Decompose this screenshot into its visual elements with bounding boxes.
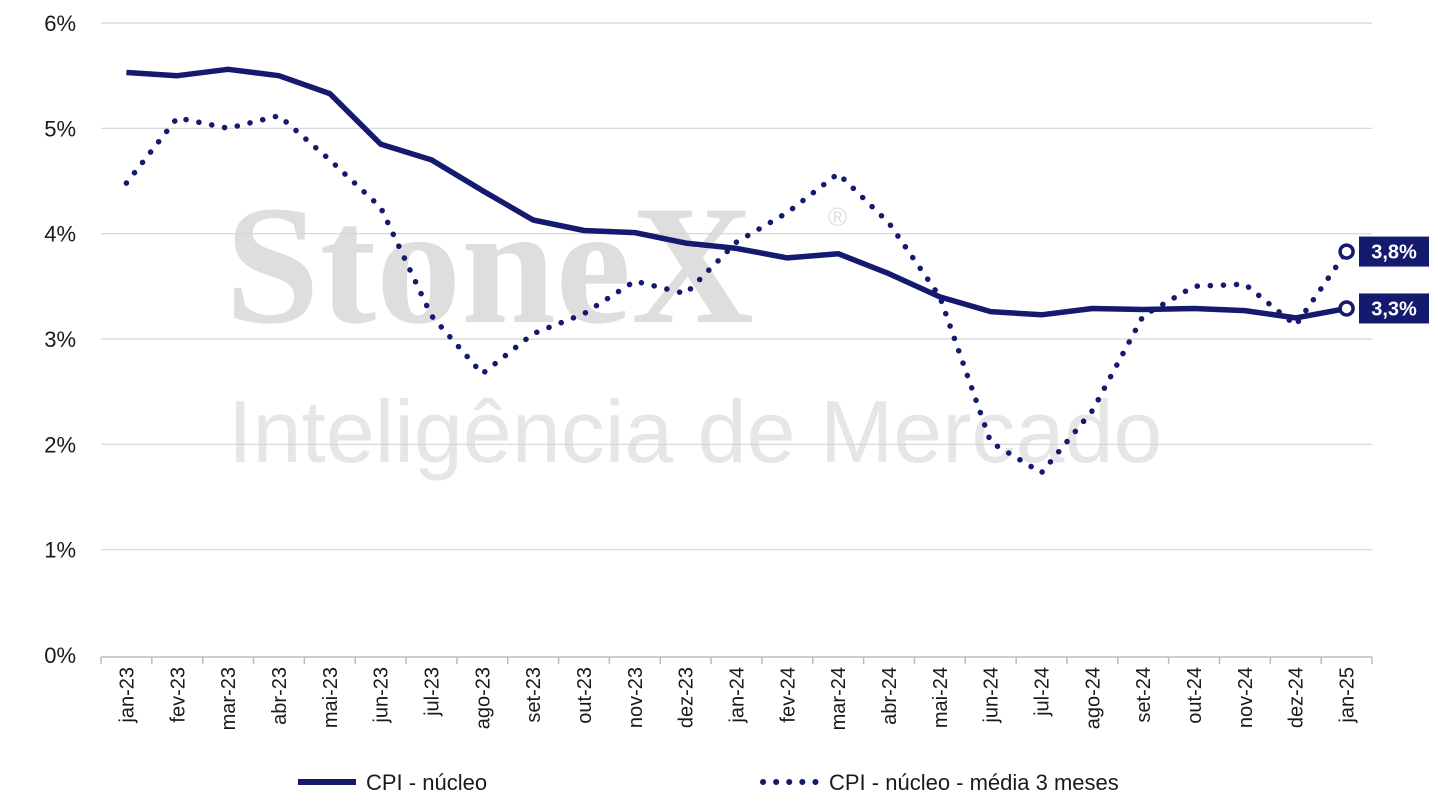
data-point [527, 214, 539, 226]
data-point [1188, 280, 1200, 292]
data-point [1239, 278, 1251, 290]
x-tick-label: jan-25 [1337, 667, 1359, 724]
x-tick-label: mar-24 [828, 667, 850, 730]
data-point [324, 154, 336, 166]
data-point [680, 288, 692, 300]
data-point [1036, 467, 1048, 479]
y-tick-label: 6% [44, 11, 76, 36]
data-point [985, 306, 997, 318]
data-point [1239, 305, 1251, 317]
y-axis-ticks: 0% 1% 2% 3% 4% 5% 6% [44, 11, 76, 668]
watermark-subtitle: Inteligência de Mercado [228, 382, 1162, 481]
data-point [578, 308, 590, 320]
data-point [527, 328, 539, 340]
series-lines [120, 63, 1350, 479]
x-tick-label: nov-23 [625, 667, 647, 728]
legend: CPI - núcleo CPI - núcleo - média 3 mese… [298, 770, 1119, 795]
data-point [273, 110, 285, 122]
legend-label-solid: CPI - núcleo [366, 770, 487, 795]
end-labels: 3,8% 3,3% [1338, 236, 1429, 324]
watermark: StoneX ® Inteligência de Mercado [225, 171, 1162, 481]
end-marker [1338, 300, 1355, 317]
data-point [425, 310, 437, 322]
data-point [1036, 309, 1048, 321]
watermark-brand: StoneX [225, 171, 754, 359]
series-line-nucleo [126, 66, 1348, 321]
data-point [324, 88, 336, 100]
data-point [985, 436, 997, 448]
series-line-media-3-meses [123, 112, 1350, 476]
x-tick-label: abr-23 [269, 667, 291, 725]
data-point [934, 291, 946, 303]
x-tick-label: fev-24 [777, 667, 799, 723]
data-point [731, 242, 743, 254]
y-tick-label: 0% [44, 643, 76, 668]
x-tick-label: set-23 [523, 667, 545, 723]
data-point [375, 201, 387, 213]
x-tick-label: jun-23 [371, 667, 393, 724]
data-point [781, 252, 793, 264]
x-tick-label: set-24 [1133, 667, 1155, 723]
y-tick-label: 2% [44, 432, 76, 457]
x-tick-label: fev-23 [167, 667, 189, 723]
data-point [476, 368, 488, 380]
y-tick-label: 4% [44, 222, 76, 247]
x-tick-label: jul-24 [1032, 667, 1054, 717]
x-tick-label: mar-23 [218, 667, 240, 730]
end-label-box [1359, 236, 1429, 267]
end-label-box [1359, 293, 1429, 324]
data-point [1086, 302, 1098, 314]
data-point [425, 154, 437, 166]
data-point [273, 70, 285, 82]
data-point [680, 237, 692, 249]
data-point [1137, 304, 1149, 316]
watermark-registered: ® [828, 202, 847, 232]
data-point [120, 67, 132, 79]
data-point [781, 207, 793, 219]
x-tick-label: jan-23 [116, 667, 138, 724]
legend-label-dotted: CPI - núcleo - média 3 meses [829, 770, 1119, 795]
x-tick-label: ago-23 [472, 667, 494, 729]
data-point [578, 225, 590, 237]
data-point [476, 184, 488, 196]
data-point [120, 177, 132, 189]
data-point [222, 63, 234, 75]
y-tick-label: 5% [44, 116, 76, 141]
y-tick-label: 3% [44, 327, 76, 352]
x-tick-label: dez-24 [1286, 667, 1308, 728]
x-tick-label: jan-24 [727, 667, 749, 724]
data-point [222, 122, 234, 134]
gridlines [101, 22, 1372, 551]
data-point [375, 138, 387, 150]
data-point [629, 275, 641, 287]
x-tick-label: mai-23 [320, 667, 342, 728]
end-marker [1338, 243, 1355, 260]
x-axis: jan-23 fev-23 mar-23 abr-23 mai-23 jun-23 jul-… [100, 656, 1373, 730]
x-tick-label: ago-24 [1082, 667, 1104, 729]
data-point [883, 217, 895, 229]
data-point [883, 268, 895, 280]
data-point [171, 112, 183, 124]
data-point [1086, 405, 1098, 417]
x-tick-label: jul-23 [421, 667, 443, 717]
x-tick-label: out-23 [574, 667, 596, 724]
data-point [832, 248, 844, 260]
x-tick-label: dez-23 [676, 667, 698, 728]
data-point [629, 227, 641, 239]
x-tick-label: jun-24 [981, 667, 1003, 724]
x-tick-label: nov-24 [1235, 667, 1257, 728]
end-label: 3,3% [1371, 298, 1417, 320]
data-point [832, 168, 844, 180]
data-point [1290, 312, 1302, 324]
x-tick-label: out-24 [1184, 667, 1206, 724]
end-label: 3,8% [1371, 242, 1417, 264]
x-tick-label: mai-24 [930, 667, 952, 728]
y-tick-label: 1% [44, 538, 76, 563]
data-point [171, 70, 183, 82]
x-tick-label: abr-24 [879, 667, 901, 725]
data-point [1188, 302, 1200, 314]
